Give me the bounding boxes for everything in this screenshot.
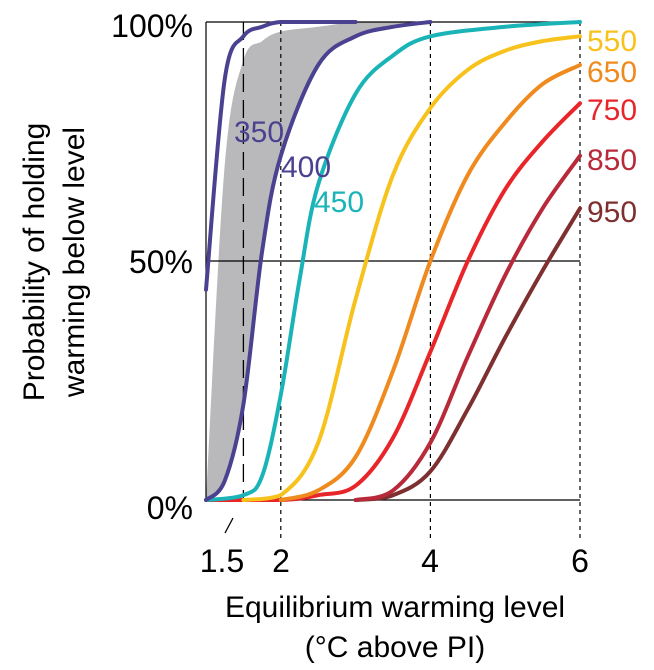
x-tick-label-1-5: 1.5 bbox=[200, 543, 244, 579]
y-tick-label-100: 100% bbox=[111, 8, 193, 44]
y-tick-label-50: 50% bbox=[129, 244, 193, 280]
series-line-950 bbox=[353, 206, 582, 502]
x-tick-label-2: 2 bbox=[272, 543, 290, 579]
series-label-650: 650 bbox=[587, 56, 637, 89]
series-line-350 bbox=[204, 19, 358, 292]
series-label-350: 350 bbox=[234, 116, 284, 149]
y-axis-label-line2: warming below level bbox=[58, 127, 91, 398]
series-line-450 bbox=[204, 20, 582, 502]
plot-area bbox=[204, 19, 582, 540]
y-axis-label-line1: Probability of holding bbox=[18, 123, 51, 402]
series-label-550: 550 bbox=[587, 25, 637, 58]
series-label-850: 850 bbox=[587, 144, 637, 177]
x-tick-label-6: 6 bbox=[571, 543, 589, 579]
series-label-400: 400 bbox=[281, 151, 331, 184]
x-axis-label-units: (°C above PI) bbox=[305, 631, 485, 664]
series-label-750: 750 bbox=[587, 94, 637, 127]
x-tick-label-4: 4 bbox=[421, 543, 439, 579]
tick-1-5 bbox=[224, 517, 234, 534]
y-tick-label-0: 0% bbox=[147, 490, 193, 526]
series-line-650 bbox=[278, 63, 582, 502]
x-axis-label: Equilibrium warming level bbox=[225, 591, 565, 624]
series-label-450: 450 bbox=[314, 186, 364, 219]
series-line-850 bbox=[353, 153, 582, 502]
series-label-950: 950 bbox=[587, 196, 637, 229]
series-line-400 bbox=[204, 20, 433, 502]
series-line-550 bbox=[241, 34, 582, 502]
uncertainty-band bbox=[206, 22, 431, 500]
